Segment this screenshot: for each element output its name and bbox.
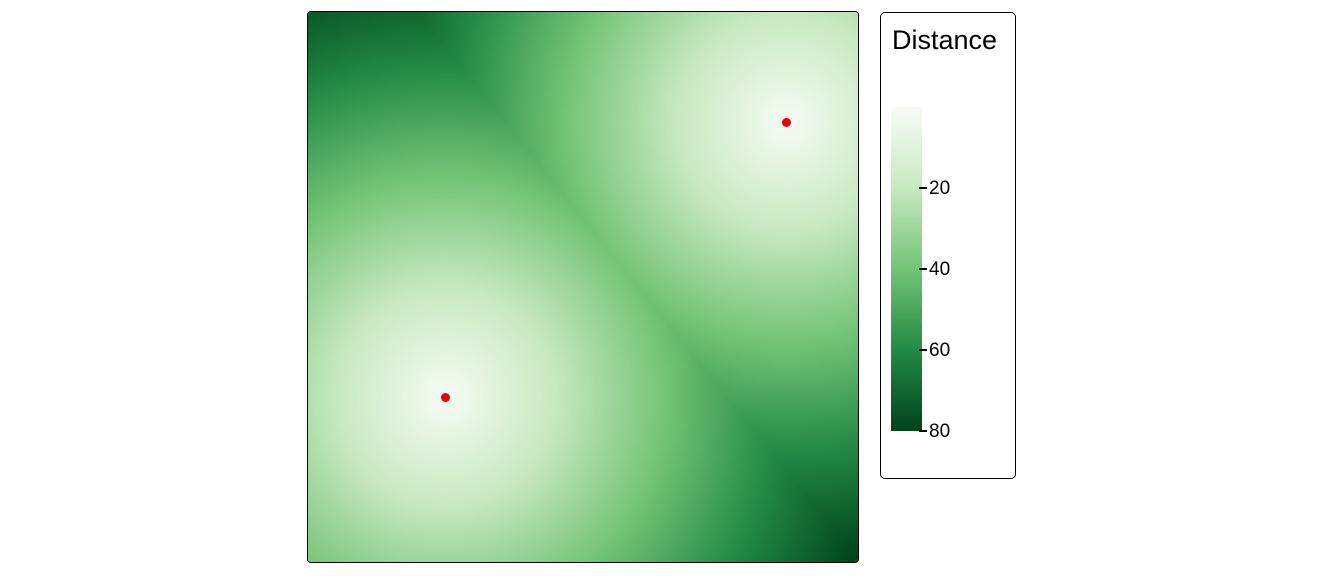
legend-tick-label: 20 <box>929 178 951 199</box>
legend-tick-mark <box>919 349 927 351</box>
legend-title: Distance <box>892 25 998 55</box>
legend-tick-label: 60 <box>929 340 951 361</box>
point-marker <box>782 117 791 127</box>
point-marker <box>441 392 450 402</box>
distance-map-panel <box>307 11 859 563</box>
legend-tick-mark <box>919 268 927 270</box>
legend-colorbar <box>891 107 922 431</box>
legend: Distance 20 40 60 80 <box>880 12 1016 479</box>
distance-raster <box>308 12 858 562</box>
legend-tick-mark <box>919 430 927 432</box>
legend-tick-label: 40 <box>929 259 951 280</box>
legend-tick-label: 80 <box>929 421 951 442</box>
legend-tick-mark <box>919 187 927 189</box>
